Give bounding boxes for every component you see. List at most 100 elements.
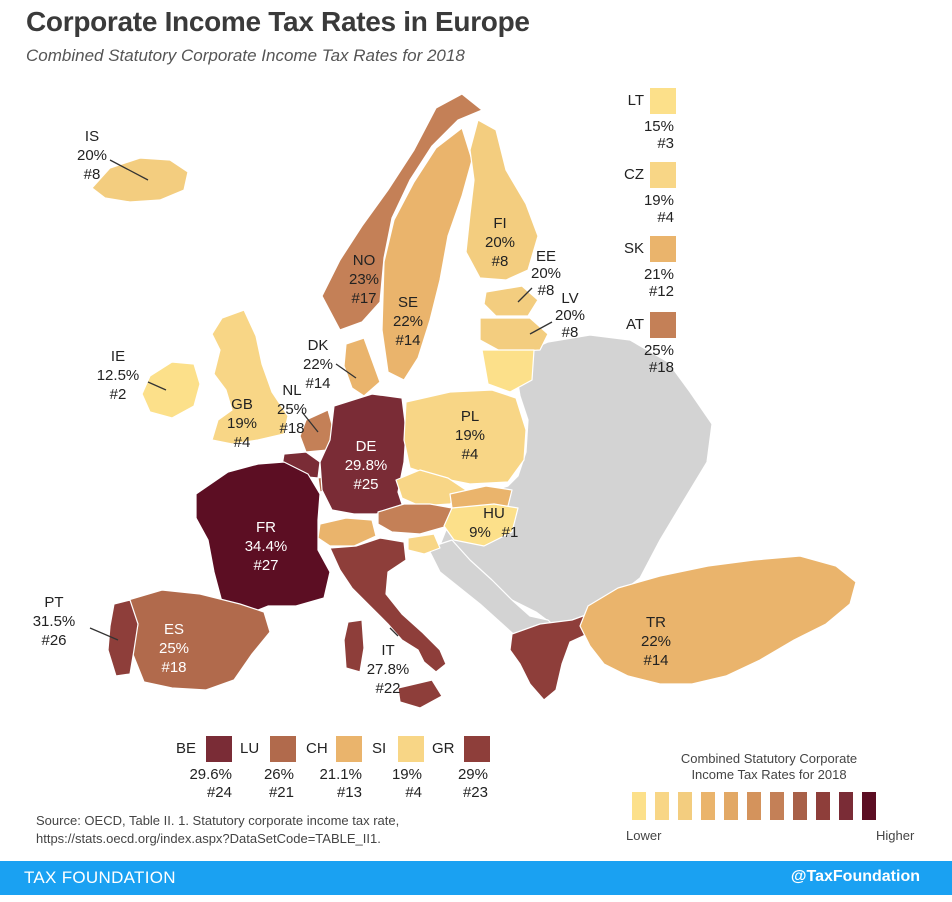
svg-text:22%: 22% [393, 313, 423, 330]
svg-text:#8: #8 [562, 324, 579, 341]
legend-swatch [701, 792, 715, 820]
footer-handle[interactable]: @TaxFoundation [790, 868, 920, 885]
inset-gr-swatch [464, 736, 490, 762]
label-denmark: DK 22% #14 [303, 337, 333, 392]
leader-iceland [109, 159, 149, 181]
svg-text:DE: DE [356, 438, 377, 455]
country-switzerland [317, 517, 377, 547]
inset-at-rate: 25% [643, 342, 674, 359]
inset-si-rate: 19% [391, 766, 422, 783]
country-france [195, 461, 331, 615]
inset-lt-rate: 15% [643, 118, 674, 135]
legend-high-label: Higher [876, 828, 915, 843]
svg-text:#17: #17 [351, 290, 376, 307]
inset-lt-rank: #3 [657, 135, 674, 152]
inset-ch-swatch [336, 736, 362, 762]
svg-text:#14: #14 [395, 332, 420, 349]
svg-text:IS: IS [85, 128, 99, 145]
svg-text:20%: 20% [531, 265, 561, 282]
svg-text:TR: TR [646, 614, 666, 631]
svg-text:IT: IT [381, 642, 394, 659]
leader-netherlands [301, 411, 319, 433]
legend-swatch [655, 792, 669, 820]
inset-cz-swatch [650, 162, 676, 188]
svg-text:#27: #27 [253, 557, 278, 574]
svg-text:25%: 25% [159, 640, 189, 657]
svg-text:23%: 23% [349, 271, 379, 288]
inset-be-rate: 29.6% [189, 766, 232, 783]
hungary-rate: 9% [469, 524, 491, 541]
inset-gr-rank: #23 [462, 784, 488, 801]
svg-text:EE: EE [536, 248, 556, 265]
svg-text:#2: #2 [110, 386, 127, 403]
legend-swatch [793, 792, 807, 820]
svg-text:PL: PL [461, 408, 479, 425]
svg-text:#4: #4 [462, 446, 479, 463]
label-sweden: SE 22% #14 [393, 294, 423, 349]
country-denmark [343, 337, 381, 397]
legend-scale [632, 792, 885, 820]
svg-text:#14: #14 [305, 375, 330, 392]
footer-org: TAX FOUNDATION [24, 868, 176, 887]
svg-text:#26: #26 [41, 632, 66, 649]
label-france: FR 34.4% #27 [245, 519, 288, 574]
svg-text:FR: FR [256, 519, 276, 536]
source-line2: https://stats.oecd.org/index.aspx?DataSe… [36, 831, 381, 846]
country-norway [321, 93, 483, 331]
country-iceland [91, 157, 189, 203]
inset-ch-rank: #13 [336, 784, 362, 801]
svg-text:25%: 25% [277, 401, 307, 418]
svg-text:20%: 20% [485, 234, 515, 251]
svg-text:34.4%: 34.4% [245, 538, 288, 555]
country-greece [509, 611, 595, 701]
inset-lu-rank: #21 [268, 784, 294, 801]
country-sardinia [343, 619, 365, 673]
label-norway: NO 23% #17 [349, 252, 379, 307]
inset-gr-code: GR [432, 740, 455, 757]
country-latvia [479, 317, 549, 353]
inset-sk-rate: 21% [643, 266, 674, 283]
label-turkey: TR 22% #14 [641, 614, 671, 669]
footer-bar: TAX FOUNDATION @TaxFoundation [0, 861, 952, 895]
label-italy: IT 27.8% #22 [367, 642, 410, 697]
country-poland [403, 389, 527, 485]
label-finland: FI 20% #8 [485, 215, 515, 270]
label-poland: PL 19% #4 [455, 408, 485, 463]
svg-text:#14: #14 [643, 652, 668, 669]
country-portugal [107, 599, 139, 677]
svg-text:NL: NL [282, 382, 301, 399]
hungary-rank: #1 [502, 524, 519, 541]
label-netherlands: NL 25% #18 [277, 382, 307, 437]
inset-sk-rank: #12 [648, 283, 674, 300]
inset-lu-swatch [270, 736, 296, 762]
legend-swatch [816, 792, 830, 820]
svg-text:SE: SE [398, 294, 418, 311]
inset-si-swatch [398, 736, 424, 762]
country-great-britain [211, 309, 289, 445]
legend-swatch [678, 792, 692, 820]
inset-lu-code: LU [240, 740, 260, 757]
svg-text:22%: 22% [641, 633, 671, 650]
label-portugal: PT 31.5% #26 [33, 594, 76, 649]
page-title: Corporate Income Tax Rates in Europe [26, 6, 530, 37]
inset-be-swatch [206, 736, 232, 762]
label-latvia: LV 20% #8 [555, 290, 585, 341]
inset-sk-swatch [650, 236, 676, 262]
leader-italy [389, 627, 399, 637]
country-estonia [483, 285, 539, 317]
inset-cz-code: CZ [624, 166, 644, 183]
country-slovenia [407, 533, 441, 555]
inset-lt-code: LT [627, 92, 644, 109]
country-sweden [381, 127, 473, 381]
svg-text:27.8%: 27.8% [367, 661, 410, 678]
legend-swatch [747, 792, 761, 820]
country-austria [377, 503, 453, 535]
svg-text:NO: NO [353, 252, 376, 269]
country-turkey [579, 555, 857, 685]
svg-text:PT: PT [44, 594, 63, 611]
legend-title-line2: Income Tax Rates for 2018 [691, 767, 847, 782]
svg-text:ES: ES [164, 621, 184, 638]
svg-text:19%: 19% [455, 427, 485, 444]
svg-text:20%: 20% [555, 307, 585, 324]
inset-si-code: SI [372, 740, 387, 757]
